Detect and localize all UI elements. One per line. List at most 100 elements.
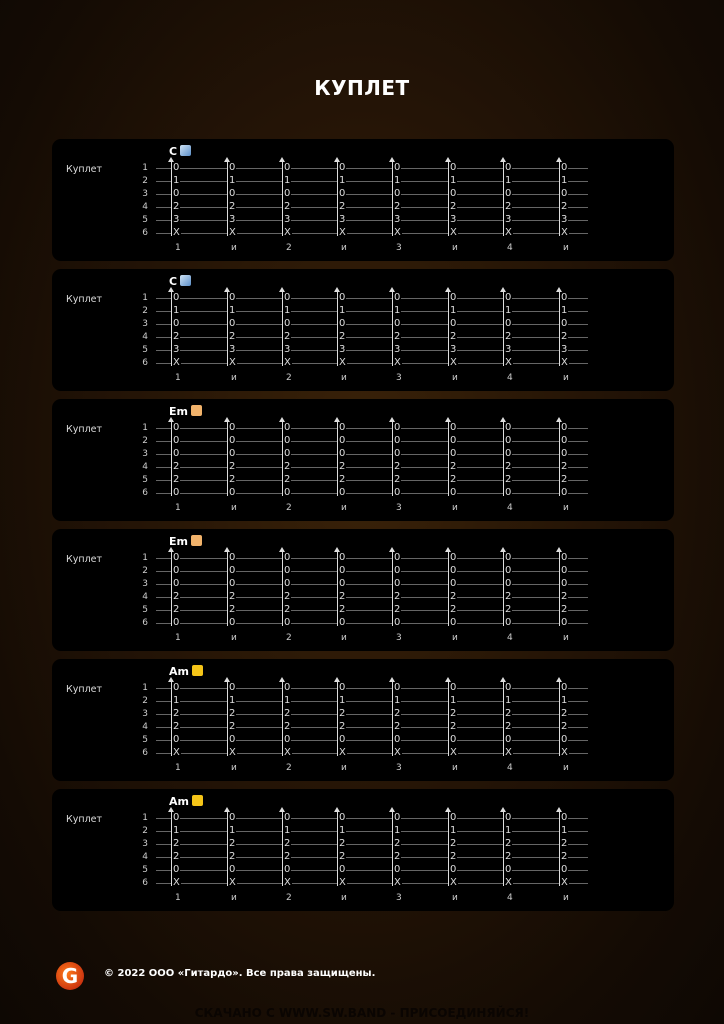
- strum-arrow-icon: [224, 157, 230, 162]
- beat-line: [503, 421, 504, 496]
- beat-line: [559, 161, 560, 236]
- fret-number: 0: [393, 162, 402, 173]
- strum-arrow-icon: [500, 287, 506, 292]
- string-number: 5: [142, 345, 148, 355]
- string-line: [156, 623, 588, 624]
- fret-number: X: [172, 877, 181, 888]
- strum-arrow-icon: [389, 417, 395, 422]
- beat-label: 4: [507, 503, 513, 513]
- strum-arrow-icon: [556, 157, 562, 162]
- fret-number: 2: [338, 461, 347, 472]
- fret-number: 0: [449, 812, 458, 823]
- fret-number: X: [393, 877, 402, 888]
- beat-label: и: [563, 503, 569, 513]
- fret-number: 0: [449, 292, 458, 303]
- fret-number: 0: [283, 292, 292, 303]
- strum-arrow-icon: [389, 157, 395, 162]
- fret-number: 0: [228, 188, 237, 199]
- fret-number: 0: [393, 734, 402, 745]
- fret-number: 1: [504, 695, 513, 706]
- fret-number: 3: [228, 344, 237, 355]
- fret-number: X: [449, 747, 458, 758]
- string-line: [156, 818, 588, 819]
- fret-number: 3: [504, 214, 513, 225]
- fret-number: 0: [338, 318, 347, 329]
- strum-arrow-icon: [445, 547, 451, 552]
- fret-number: X: [172, 227, 181, 238]
- fret-number: 0: [338, 435, 347, 446]
- fret-number: 0: [228, 162, 237, 173]
- string-line: [156, 610, 588, 611]
- fret-number: X: [393, 357, 402, 368]
- beat-line: [503, 291, 504, 366]
- string-number: 3: [142, 449, 148, 459]
- strum-arrow-icon: [500, 417, 506, 422]
- string-line: [156, 701, 588, 702]
- fret-number: 0: [338, 422, 347, 433]
- fret-number: X: [283, 747, 292, 758]
- strum-arrow-icon: [445, 287, 451, 292]
- strum-arrow-icon: [334, 677, 340, 682]
- beat-label: и: [231, 893, 237, 903]
- fret-number: X: [449, 357, 458, 368]
- beat-label: и: [341, 373, 347, 383]
- fret-number: 0: [228, 292, 237, 303]
- fret-number: 2: [560, 331, 569, 342]
- beat-line: [337, 811, 338, 886]
- copyright: © 2022 ООО «Гитардо». Все права защищены…: [104, 968, 376, 979]
- fret-number: 2: [228, 331, 237, 342]
- beat-label: и: [341, 633, 347, 643]
- fret-number: 1: [560, 695, 569, 706]
- string-line: [156, 714, 588, 715]
- fret-number: 1: [504, 175, 513, 186]
- strum-arrow-icon: [389, 287, 395, 292]
- star-icon: [191, 665, 203, 676]
- string-number: 6: [142, 488, 148, 498]
- fret-number: 0: [228, 422, 237, 433]
- fret-number: 2: [172, 851, 181, 862]
- fret-number: 2: [393, 851, 402, 862]
- beat-label: 2: [286, 503, 292, 513]
- fret-number: 0: [338, 682, 347, 693]
- fret-number: 0: [560, 292, 569, 303]
- beat-label: и: [452, 503, 458, 513]
- fret-number: 2: [449, 851, 458, 862]
- string-number: 4: [142, 462, 148, 472]
- strum-arrow-icon: [445, 807, 451, 812]
- fret-number: 0: [172, 565, 181, 576]
- beat-label: и: [341, 893, 347, 903]
- fret-number: 2: [228, 721, 237, 732]
- fret-number: 1: [283, 695, 292, 706]
- fret-number: 1: [172, 175, 181, 186]
- beat-label: и: [341, 503, 347, 513]
- fret-number: 0: [393, 448, 402, 459]
- fret-number: 2: [449, 838, 458, 849]
- fret-number: 2: [393, 201, 402, 212]
- fret-number: 0: [449, 617, 458, 628]
- fret-number: 2: [504, 604, 513, 615]
- fret-number: 1: [283, 305, 292, 316]
- fret-number: 0: [449, 552, 458, 563]
- fret-number: 0: [172, 318, 181, 329]
- beat-line: [503, 811, 504, 886]
- fret-number: 0: [504, 578, 513, 589]
- fret-number: 1: [338, 695, 347, 706]
- string-line: [156, 584, 588, 585]
- fret-number: 2: [228, 838, 237, 849]
- strum-arrow-icon: [279, 417, 285, 422]
- string-line: [156, 688, 588, 689]
- string-number: 2: [142, 696, 148, 706]
- string-line: [156, 207, 588, 208]
- fret-number: 0: [449, 422, 458, 433]
- string-number: 2: [142, 826, 148, 836]
- strum-arrow-icon: [556, 287, 562, 292]
- beat-line: [337, 291, 338, 366]
- fret-number: 0: [283, 422, 292, 433]
- strum-arrow-icon: [556, 807, 562, 812]
- fret-number: 1: [393, 825, 402, 836]
- beat-label: 3: [396, 763, 402, 773]
- beat-label: и: [452, 763, 458, 773]
- beat-label: 3: [396, 503, 402, 513]
